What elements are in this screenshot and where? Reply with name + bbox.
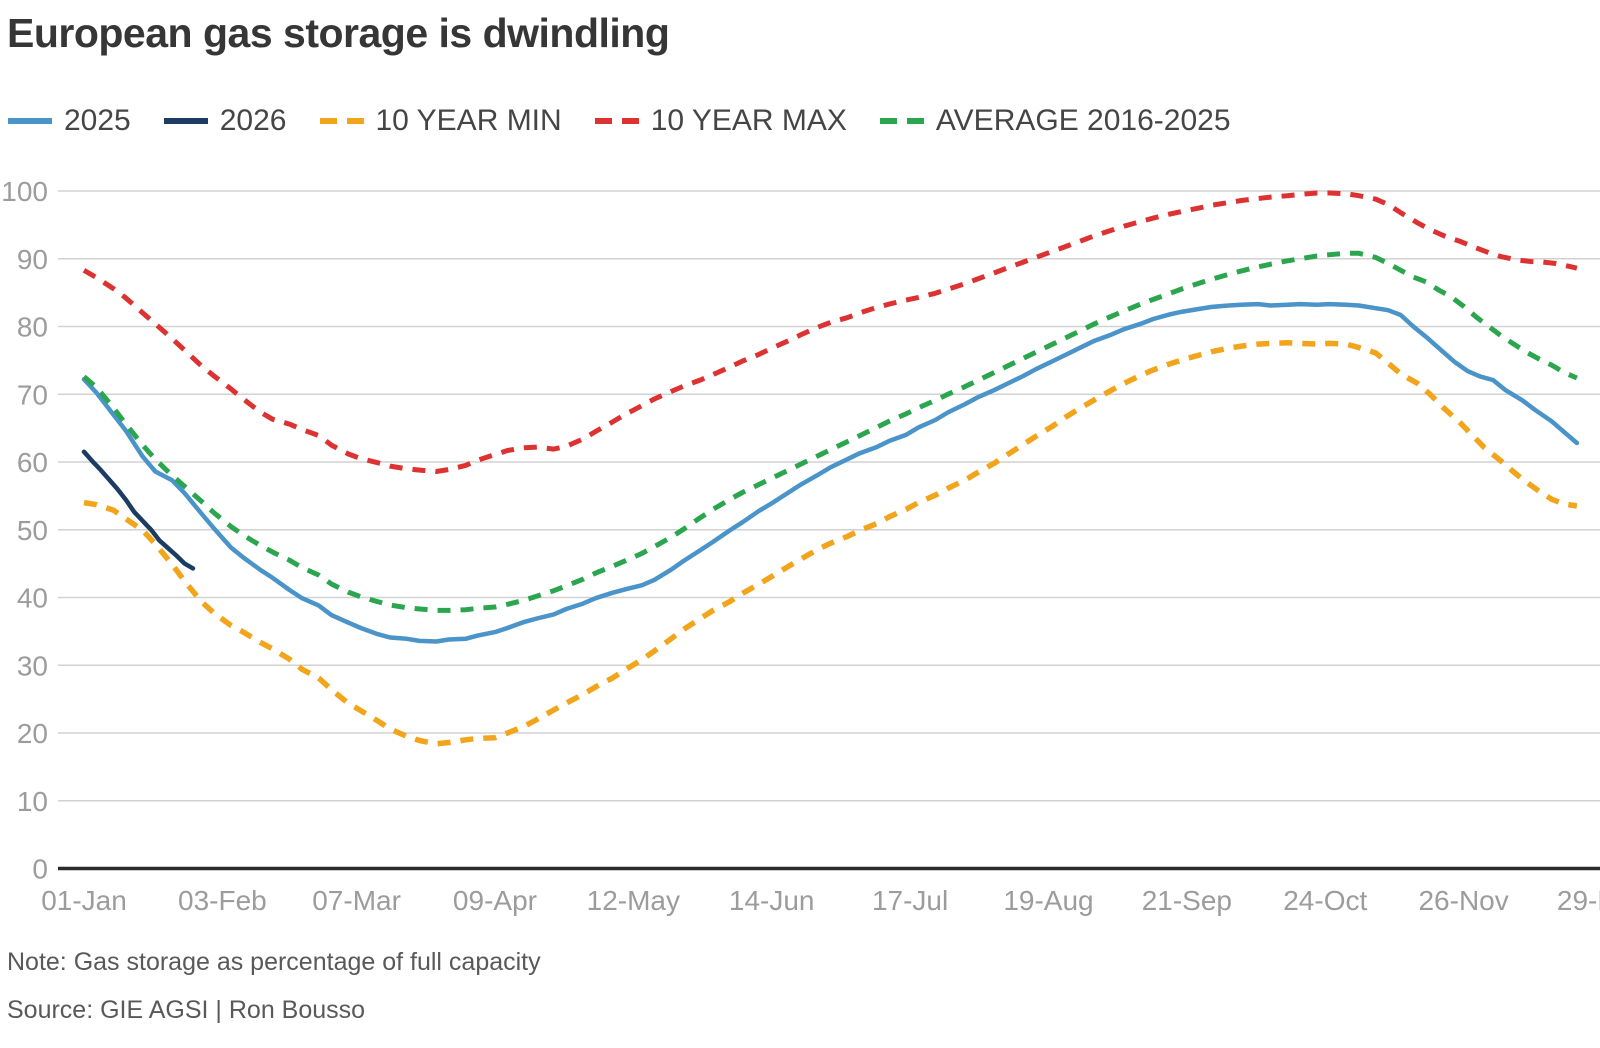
y-tick-label-70: 70 xyxy=(17,379,48,410)
x-tick-label-17-jul: 17-Jul xyxy=(872,885,948,916)
legend-label: 10 YEAR MAX xyxy=(650,104,847,137)
legend-item-2026: 2026 xyxy=(163,104,287,138)
x-tick-label-07-mar: 07-Mar xyxy=(312,885,401,916)
legend-item-10-year-min: 10 YEAR MIN xyxy=(319,104,562,138)
legend-solid-line-swatch xyxy=(163,118,208,124)
legend-item-2025: 2025 xyxy=(7,104,131,138)
legend-label: 2026 xyxy=(219,104,287,137)
y-tick-label-10: 10 xyxy=(17,786,48,817)
series-line-average-2016-2025 xyxy=(82,250,1578,613)
line-chart-plot-area: 0 10 20 30 40 50 60 70 80 90 100 01-Jan 03-Feb 07-Mar… xyxy=(1,176,1600,916)
legend-solid-line-swatch xyxy=(8,118,52,124)
y-tick-label-90: 90 xyxy=(17,244,48,275)
legend-dashed-line-swatch xyxy=(879,118,924,124)
chart-title: European gas storage is dwindling xyxy=(7,10,670,56)
x-tick-label-03-feb: 03-Feb xyxy=(178,885,267,916)
x-tick-label-01-jan: 01-Jan xyxy=(41,885,127,916)
series-line-2025 xyxy=(81,301,1580,644)
y-tick-label-30: 30 xyxy=(17,650,48,681)
x-tick-label-14-jun: 14-Jun xyxy=(729,885,815,916)
y-tick-label-80: 80 xyxy=(17,312,48,343)
x-tick-label-21-sep: 21-Sep xyxy=(1142,885,1232,916)
series-line-10-year-max xyxy=(82,190,1578,474)
x-tick-label-24-oct: 24-Oct xyxy=(1283,885,1367,916)
x-tick-label-12-may: 12-May xyxy=(587,885,680,916)
y-tick-label-50: 50 xyxy=(17,515,48,546)
x-tick-label-29-dec: 29-Dec xyxy=(1557,885,1600,916)
legend-item-10-year-max: 10 YEAR MAX xyxy=(594,104,847,138)
legend-label: 10 YEAR MIN xyxy=(375,104,562,137)
legend-dashed-line-swatch xyxy=(319,118,364,124)
legend-dashed-line-swatch xyxy=(594,118,639,124)
chart-source: Source: GIE AGSI | Ron Bousso xyxy=(7,996,366,1024)
chart-legend: 2025 2026 10 YEAR MIN 10 YEAR MAX AVERAGE 20… xyxy=(7,104,1231,138)
legend-item-average-2016-2025: AVERAGE 2016-2025 xyxy=(879,104,1231,138)
legend-label: 2025 xyxy=(64,104,131,137)
y-tick-label-0: 0 xyxy=(32,854,48,885)
y-tick-label-40: 40 xyxy=(17,583,48,614)
x-tick-label-09-apr: 09-Apr xyxy=(453,885,537,916)
series-line-10-year-min xyxy=(83,340,1578,747)
chart-note: Note: Gas storage as percentage of full … xyxy=(7,948,541,976)
y-tick-label-20: 20 xyxy=(17,718,48,749)
y-tick-label-100: 100 xyxy=(1,176,48,207)
legend-label: AVERAGE 2016-2025 xyxy=(935,104,1231,137)
y-tick-label-60: 60 xyxy=(17,447,48,478)
x-tick-label-26-nov: 26-Nov xyxy=(1418,885,1508,916)
x-tick-label-19-aug: 19-Aug xyxy=(1003,885,1093,916)
series-line-2026 xyxy=(81,449,196,571)
